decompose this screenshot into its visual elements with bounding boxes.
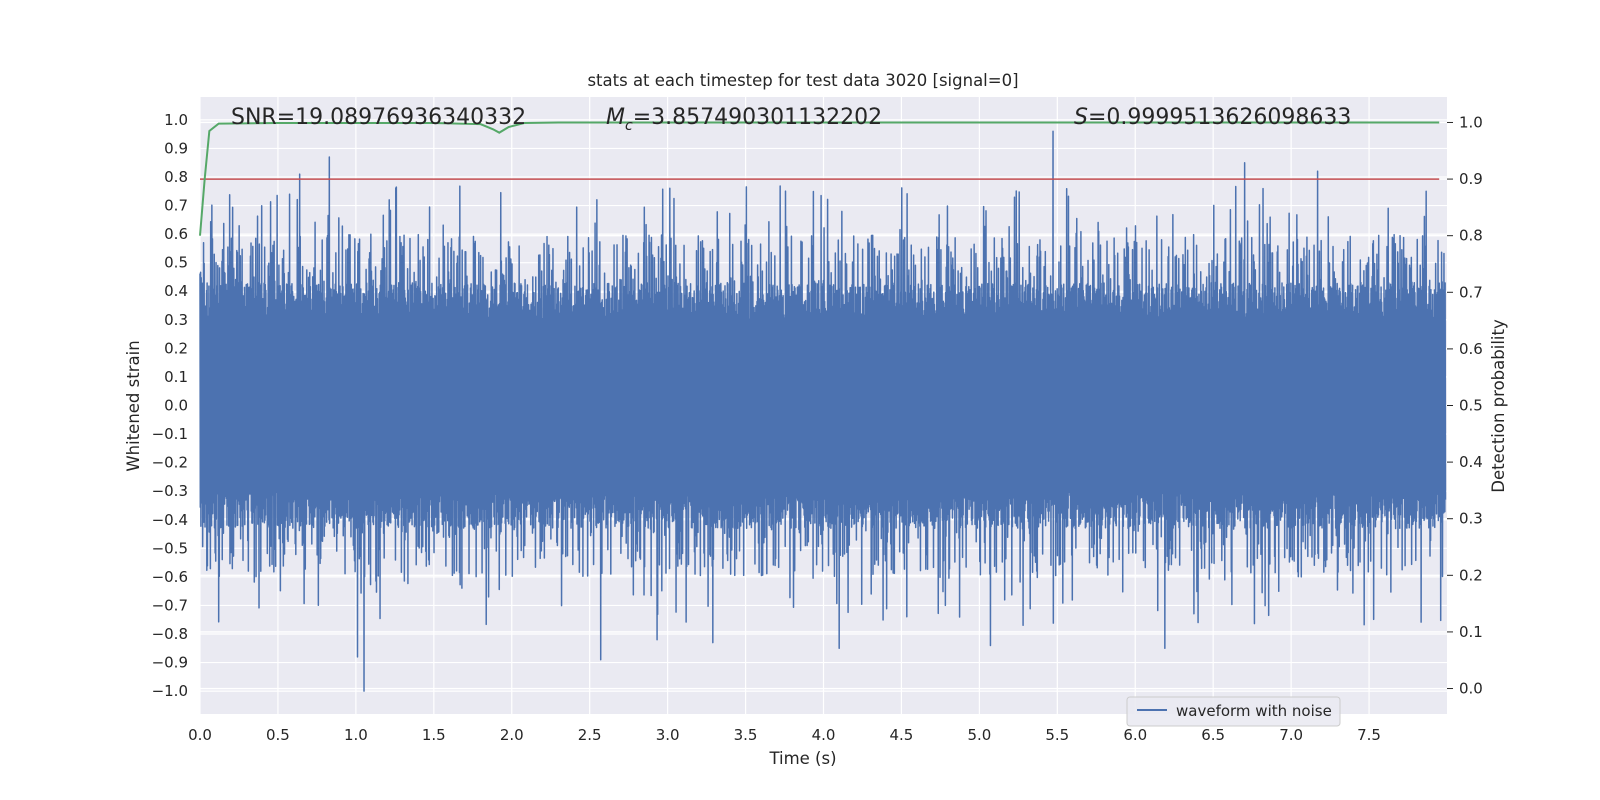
mc-subscript: c	[625, 118, 633, 134]
y2-tick-label: 0.4	[1459, 453, 1483, 471]
x-tick-label: 3.5	[734, 726, 758, 744]
x-tick-label: 5.5	[1045, 726, 1069, 744]
chirp-mass-annotation: Mc=3.857490301132202	[606, 105, 882, 134]
legend: waveform with noise	[1126, 696, 1341, 727]
x-tick-label: 7.0	[1279, 726, 1303, 744]
x-tick-label: 3.0	[656, 726, 680, 744]
waveform-series	[199, 130, 1447, 692]
y2-axis-label: Detection probability	[1489, 319, 1508, 493]
x-tick-label: 5.0	[967, 726, 991, 744]
x-axis: 0.0 0.5 1.0 1.5 2.0 2.5 3.0 3.5 4.0 4.5 5.0 5.5 6.0 6…	[188, 726, 1381, 744]
x-tick-label: 4.5	[890, 726, 914, 744]
chart-title: stats at each timestep for test data 302…	[587, 71, 1018, 90]
s-value: =0.9999513626098633	[1088, 105, 1351, 130]
probability-series	[199, 121, 1440, 236]
y-tick-label: −0.4	[152, 511, 188, 529]
y2-tick-label: 0.8	[1459, 227, 1483, 245]
s-symbol: S	[1074, 105, 1088, 130]
x-tick-label: 2.0	[500, 726, 524, 744]
mc-value: =3.857490301132202	[633, 105, 882, 130]
legend-box	[1126, 696, 1341, 727]
y-tick-label: −0.2	[152, 454, 188, 472]
y-tick-label: 0.3	[164, 311, 188, 329]
legend-entry-waveform: waveform with noise	[1176, 702, 1332, 720]
waveform-line	[199, 130, 1447, 692]
y-tick-label: −0.3	[152, 482, 188, 500]
y-tick-label: 0.0	[164, 397, 188, 415]
y2-tick-label: 0.1	[1459, 623, 1483, 641]
y-tick-label: −0.1	[152, 425, 188, 443]
y-tick-label: 0.8	[164, 168, 188, 186]
x-tick-label: 6.0	[1123, 726, 1147, 744]
x-tick-label: 0.5	[266, 726, 290, 744]
probability-line	[199, 121, 1440, 236]
y2-tick-label: 0.7	[1459, 283, 1483, 301]
y-axis-right: 1.0 0.9 0.8 0.7 0.6 0.5 0.4 0.3 0.2 0.1 0.0	[1447, 113, 1483, 698]
y-tick-label: −1.0	[152, 682, 188, 700]
y-tick-label: −0.7	[152, 596, 188, 614]
y2-tick-label: 0.9	[1459, 170, 1483, 188]
y2-tick-label: 0.5	[1459, 397, 1483, 415]
y2-tick-label: 0.3	[1459, 510, 1483, 528]
x-tick-label: 2.5	[578, 726, 602, 744]
snr-annotation: SNR=19.08976936340332	[231, 105, 526, 130]
x-tick-label: 0.0	[188, 726, 212, 744]
y-tick-label: 0.1	[164, 368, 188, 386]
mc-symbol: M	[606, 105, 625, 130]
x-tick-label: 1.5	[422, 726, 446, 744]
y-tick-label: −0.5	[152, 539, 188, 557]
y-tick-label: 0.7	[164, 197, 188, 215]
y-tick-label: 0.4	[164, 282, 188, 300]
y-tick-label: −0.9	[152, 654, 188, 672]
y-tick-label: −0.8	[152, 625, 188, 643]
y-tick-label: −0.6	[152, 568, 188, 586]
y-tick-label: 1.0	[164, 111, 188, 129]
y-axis-label: Whitened strain	[124, 340, 143, 471]
score-annotation: S=0.9999513626098633	[1074, 105, 1351, 130]
y2-tick-label: 0.6	[1459, 340, 1483, 358]
x-tick-label: 1.0	[344, 726, 368, 744]
y-tick-label: 0.5	[164, 254, 188, 272]
y-axis-left: 1.0 0.9 0.8 0.7 0.6 0.5 0.4 0.3 0.2 0.1 0.0 −0.1 −0.…	[152, 111, 188, 700]
y2-tick-label: 0.2	[1459, 566, 1483, 584]
y-tick-label: 0.9	[164, 139, 188, 157]
x-tick-label: 4.0	[812, 726, 836, 744]
y2-tick-label: 1.0	[1459, 113, 1483, 131]
y2-tick-label: 0.0	[1459, 680, 1483, 698]
y-tick-label: 0.6	[164, 225, 188, 243]
y-tick-label: 0.2	[164, 339, 188, 357]
x-tick-label: 6.5	[1201, 726, 1225, 744]
x-axis-label: Time (s)	[768, 749, 836, 768]
x-tick-label: 7.5	[1357, 726, 1381, 744]
